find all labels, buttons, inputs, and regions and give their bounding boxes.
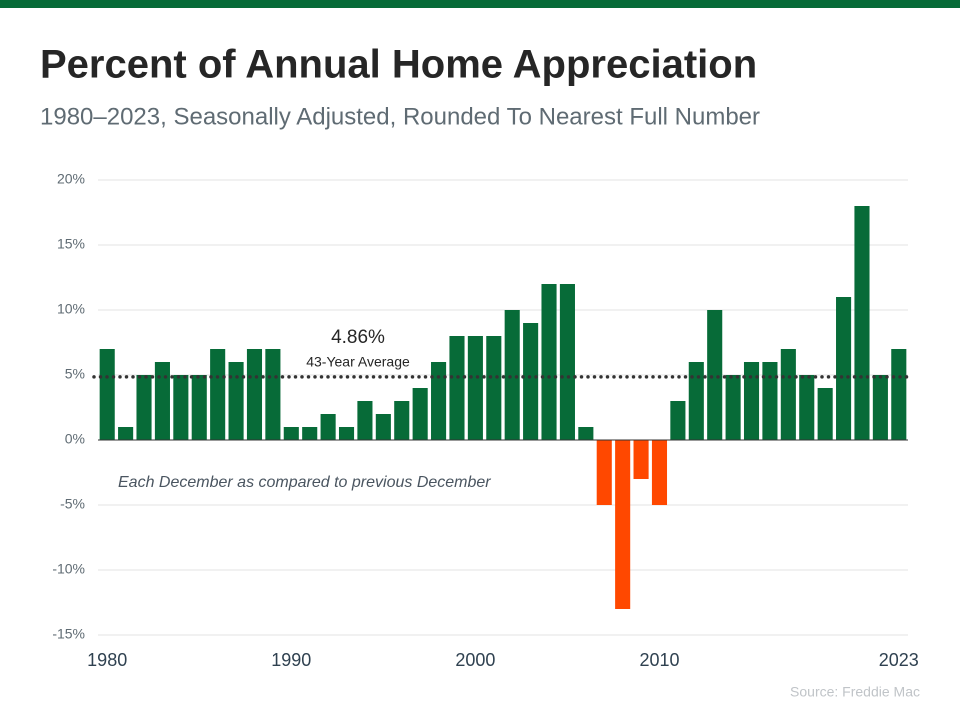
bar bbox=[375, 414, 391, 440]
bar bbox=[99, 349, 115, 440]
bar bbox=[210, 349, 226, 440]
average-label: 4.86% bbox=[331, 327, 385, 348]
note: Each December as compared to previous De… bbox=[118, 474, 491, 491]
x-tick-label: 2010 bbox=[639, 650, 679, 670]
bar bbox=[357, 401, 373, 440]
y-tick-label: 15% bbox=[57, 236, 85, 252]
bar bbox=[320, 414, 336, 440]
bar bbox=[651, 440, 668, 505]
bar bbox=[541, 284, 557, 440]
y-tick-label: 20% bbox=[57, 171, 85, 187]
bar bbox=[707, 310, 723, 440]
bar bbox=[246, 349, 263, 440]
y-tick-label: -5% bbox=[60, 496, 85, 512]
bar bbox=[431, 362, 447, 440]
bar bbox=[872, 375, 888, 440]
source: Source: Freddie Mac bbox=[790, 684, 920, 700]
bar bbox=[265, 349, 281, 440]
y-tick-label: 5% bbox=[65, 366, 85, 382]
x-tick-label: 2000 bbox=[455, 650, 495, 670]
bar bbox=[762, 362, 778, 440]
bar bbox=[173, 375, 189, 440]
x-tick-label: 2023 bbox=[879, 650, 919, 670]
bar bbox=[486, 336, 502, 440]
bar bbox=[596, 440, 612, 505]
bar bbox=[688, 362, 704, 440]
bar bbox=[228, 362, 244, 440]
bar bbox=[743, 362, 760, 440]
bar bbox=[854, 206, 870, 440]
bar bbox=[283, 427, 299, 440]
bar bbox=[449, 336, 465, 440]
bar bbox=[799, 375, 815, 440]
bar bbox=[338, 427, 355, 440]
bar bbox=[302, 427, 318, 440]
y-tick-label: 0% bbox=[65, 431, 85, 447]
bar bbox=[504, 310, 520, 440]
bar bbox=[836, 297, 852, 440]
x-tick-label: 1980 bbox=[87, 650, 127, 670]
bar bbox=[633, 440, 649, 479]
average-caption: 43-Year Average bbox=[306, 354, 410, 370]
chart-subtitle: 1980–2023, Seasonally Adjusted, Rounded … bbox=[40, 103, 760, 130]
bar bbox=[523, 323, 539, 440]
bar bbox=[615, 440, 631, 609]
bar bbox=[670, 401, 686, 440]
bar bbox=[136, 375, 152, 440]
bar bbox=[817, 388, 833, 440]
bar bbox=[559, 284, 575, 440]
bar bbox=[467, 336, 483, 440]
bar bbox=[394, 401, 410, 440]
bar bbox=[891, 349, 907, 440]
bar bbox=[725, 375, 741, 440]
bar bbox=[191, 375, 207, 440]
bar bbox=[412, 388, 428, 440]
bar bbox=[780, 349, 796, 440]
y-tick-label: 10% bbox=[57, 301, 85, 317]
x-tick-label: 1990 bbox=[271, 650, 311, 670]
top-band bbox=[0, 0, 960, 8]
bar bbox=[118, 427, 134, 440]
y-tick-label: -15% bbox=[52, 626, 85, 642]
bar bbox=[578, 427, 594, 440]
y-tick-label: -10% bbox=[52, 561, 85, 577]
chart-title: Percent of Annual Home Appreciation bbox=[40, 43, 757, 87]
bar bbox=[154, 362, 170, 440]
